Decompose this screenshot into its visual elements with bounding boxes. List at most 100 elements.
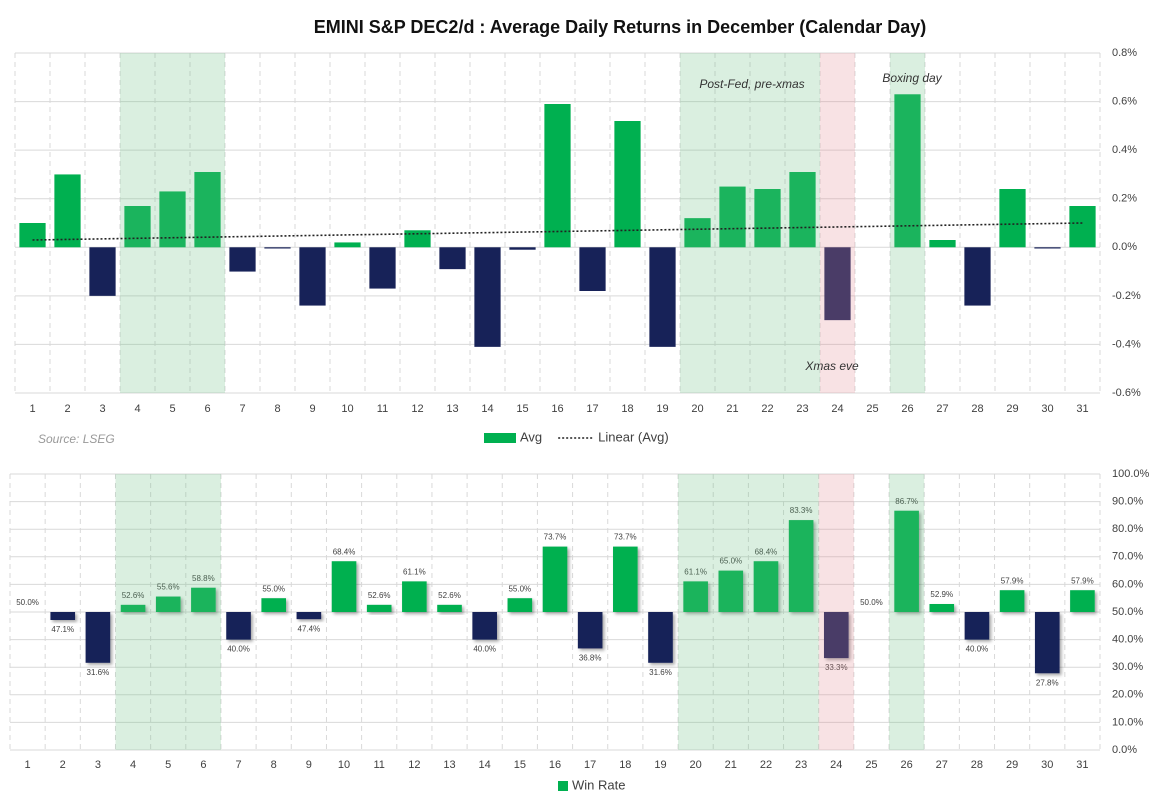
x-tick-label: 18 bbox=[621, 403, 633, 415]
x-tick-label: 11 bbox=[377, 403, 388, 415]
value-label: 31.6% bbox=[87, 668, 110, 677]
x-tick-label: 30 bbox=[1041, 403, 1053, 415]
value-label: 55.6% bbox=[157, 583, 180, 592]
value-label: 55.0% bbox=[508, 584, 531, 593]
highlight-band bbox=[820, 53, 855, 393]
x-tick-label: 17 bbox=[586, 403, 598, 415]
x-tick-label: 2 bbox=[64, 403, 70, 415]
x-tick-label: 23 bbox=[796, 403, 808, 415]
x-tick-label: 3 bbox=[95, 759, 101, 771]
value-label: 61.1% bbox=[403, 567, 426, 576]
bar bbox=[437, 604, 462, 612]
value-label: 27.8% bbox=[1036, 678, 1059, 687]
highlight-band bbox=[889, 474, 925, 750]
bar bbox=[1070, 590, 1095, 612]
y-tick-label: 40.0% bbox=[1112, 634, 1143, 646]
x-tick-label: 11 bbox=[373, 759, 384, 771]
bar bbox=[929, 603, 955, 612]
value-label: 55.0% bbox=[262, 584, 285, 593]
highlight-band bbox=[120, 53, 225, 393]
x-tick-label: 17 bbox=[584, 759, 596, 771]
x-tick-label: 3 bbox=[99, 403, 105, 415]
x-tick-label: 15 bbox=[514, 759, 526, 771]
x-tick-label: 31 bbox=[1076, 403, 1088, 415]
bar bbox=[1034, 612, 1060, 674]
bar bbox=[754, 189, 781, 248]
value-label: 68.4% bbox=[333, 547, 356, 556]
x-tick-label: 20 bbox=[691, 403, 703, 415]
bar bbox=[439, 247, 466, 270]
highlight-band bbox=[890, 53, 925, 393]
value-label: 52.6% bbox=[122, 591, 145, 600]
x-tick-label: 25 bbox=[865, 759, 877, 771]
chart-title: EMINI S&P DEC2/d : Average Daily Returns… bbox=[314, 17, 927, 37]
bar bbox=[299, 247, 326, 306]
y-tick-label: 70.0% bbox=[1112, 551, 1143, 563]
x-tick-label: 25 bbox=[866, 403, 878, 415]
value-label: 68.4% bbox=[755, 547, 778, 556]
value-label: 47.4% bbox=[298, 624, 321, 633]
legend-label: Win Rate bbox=[572, 777, 625, 792]
x-tick-label: 19 bbox=[656, 403, 668, 415]
highlight-band bbox=[115, 474, 221, 750]
bar bbox=[964, 247, 991, 306]
x-tick-label: 26 bbox=[900, 759, 912, 771]
y-tick-label: -0.4% bbox=[1112, 338, 1141, 350]
bar bbox=[823, 612, 849, 659]
bar bbox=[85, 612, 111, 663]
x-tick-label: 21 bbox=[725, 759, 737, 771]
x-tick-label: 14 bbox=[479, 759, 491, 771]
x-tick-label: 29 bbox=[1006, 759, 1018, 771]
bar bbox=[369, 247, 396, 289]
x-tick-label: 26 bbox=[901, 403, 913, 415]
x-tick-label: 10 bbox=[341, 403, 353, 415]
bar bbox=[226, 612, 251, 640]
bar bbox=[334, 242, 361, 248]
legend-label: Linear (Avg) bbox=[598, 429, 669, 444]
annotation: Boxing day bbox=[882, 71, 942, 85]
y-tick-label: 0.0% bbox=[1112, 744, 1137, 756]
x-tick-label: 2 bbox=[60, 759, 66, 771]
highlight-band bbox=[680, 53, 820, 393]
trend-line bbox=[32, 222, 1083, 241]
x-tick-label: 12 bbox=[411, 403, 423, 415]
x-tick-label: 24 bbox=[830, 759, 842, 771]
x-tick-label: 28 bbox=[971, 403, 983, 415]
y-tick-label: -0.6% bbox=[1112, 387, 1141, 399]
bar bbox=[964, 612, 990, 640]
bar bbox=[929, 240, 956, 248]
x-tick-label: 14 bbox=[481, 403, 493, 415]
bar bbox=[579, 247, 606, 291]
bar bbox=[331, 561, 357, 612]
bar bbox=[155, 596, 181, 612]
x-tick-label: 21 bbox=[726, 403, 738, 415]
value-label: 61.1% bbox=[684, 567, 707, 576]
annotation: Post-Fed, pre-xmas bbox=[699, 77, 804, 91]
bar bbox=[194, 172, 221, 248]
value-label: 40.0% bbox=[966, 645, 989, 654]
value-label: 52.6% bbox=[368, 591, 391, 600]
value-label: 50.0% bbox=[16, 598, 39, 607]
value-label: 57.9% bbox=[1071, 576, 1094, 585]
x-tick-label: 24 bbox=[831, 403, 843, 415]
bar bbox=[54, 174, 81, 248]
value-label: 57.9% bbox=[1001, 576, 1024, 585]
bar bbox=[683, 581, 708, 612]
legend-swatch bbox=[558, 781, 568, 791]
bar bbox=[894, 94, 921, 248]
x-tick-label: 31 bbox=[1076, 759, 1088, 771]
x-tick-label: 7 bbox=[239, 403, 245, 415]
value-label: 40.0% bbox=[227, 645, 250, 654]
bar bbox=[894, 510, 919, 612]
x-tick-label: 16 bbox=[549, 759, 561, 771]
y-tick-label: 100.0% bbox=[1112, 468, 1150, 480]
bar bbox=[577, 612, 603, 649]
y-tick-label: 0.0% bbox=[1112, 241, 1137, 253]
bar bbox=[120, 604, 146, 612]
bar bbox=[507, 598, 533, 612]
y-tick-label: 20.0% bbox=[1112, 689, 1143, 701]
value-label: 73.7% bbox=[614, 533, 637, 542]
value-label: 58.8% bbox=[192, 574, 215, 583]
bar bbox=[542, 546, 568, 612]
